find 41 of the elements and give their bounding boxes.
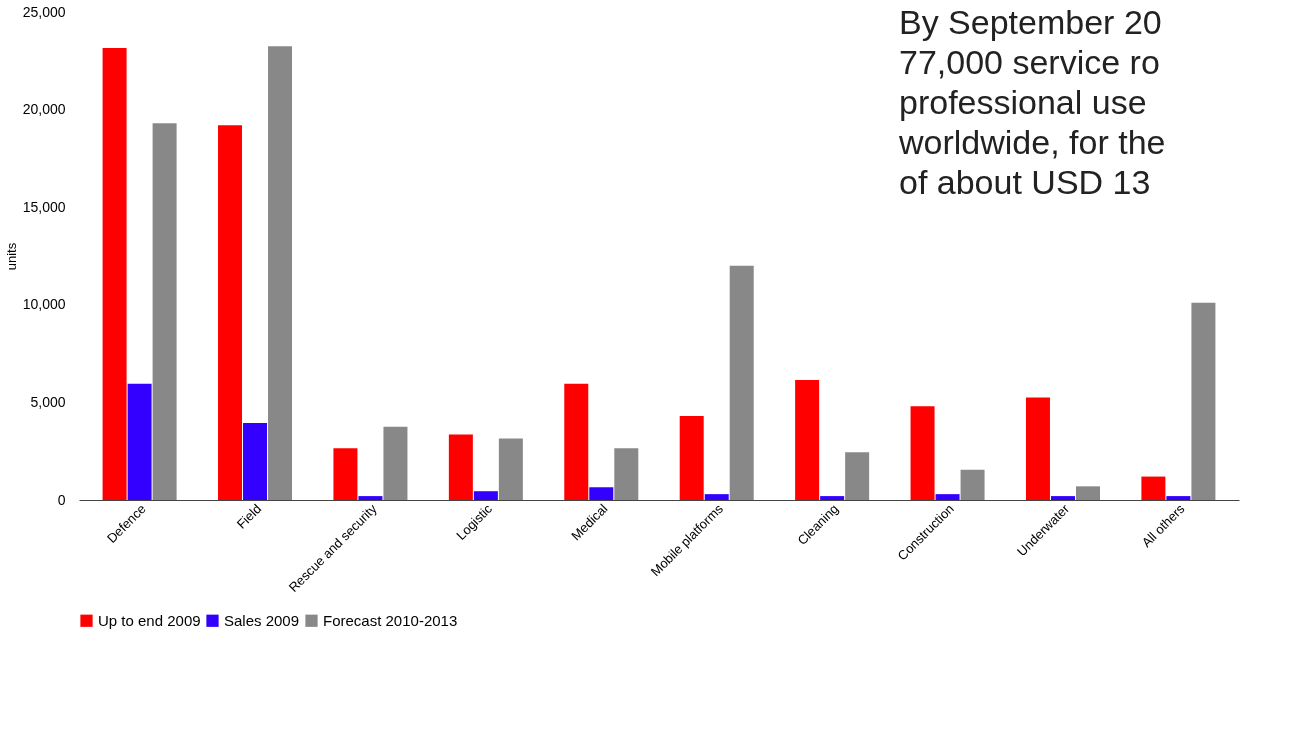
bar <box>127 383 152 500</box>
y-tick-label: 15,000 <box>22 198 66 215</box>
bar <box>383 426 408 500</box>
bar <box>564 383 589 500</box>
bar <box>1141 476 1166 500</box>
bar <box>614 448 639 500</box>
bar <box>679 416 704 500</box>
bar <box>152 123 177 500</box>
bar <box>1025 397 1050 500</box>
y-tick-label: 5,000 <box>30 393 66 410</box>
bar <box>704 494 729 500</box>
bar <box>243 422 268 500</box>
bar <box>333 448 358 500</box>
bar <box>473 491 498 500</box>
bar <box>448 434 473 500</box>
annotation: By September 20 77,000 service ro professional use worldwide, for the of about USD 13 <box>898 3 1166 201</box>
bar <box>1050 496 1075 500</box>
bar <box>729 265 754 500</box>
bar <box>1166 496 1191 500</box>
y-tick-label: 25,000 <box>22 3 66 20</box>
y-axis-title: units <box>3 242 19 271</box>
bar <box>960 469 985 500</box>
legend-label: Forecast 2010-2013 <box>323 611 458 629</box>
legend-label: Sales 2009 <box>224 611 300 629</box>
bar <box>1191 302 1216 500</box>
bar <box>795 379 820 500</box>
bar <box>102 48 127 500</box>
bar <box>935 494 960 500</box>
bar <box>498 438 523 500</box>
legend-label: Up to end 2009 <box>98 611 201 629</box>
bar <box>218 125 243 500</box>
y-tick-label: 0 <box>57 491 66 508</box>
y-tick-label: 10,000 <box>22 296 66 313</box>
bar <box>358 496 383 500</box>
bar <box>910 406 935 500</box>
bar <box>268 46 293 500</box>
bar <box>589 487 614 500</box>
bar <box>820 496 845 500</box>
y-tick-label: 20,000 <box>22 101 66 118</box>
bar <box>845 452 870 500</box>
bar <box>1075 486 1100 500</box>
